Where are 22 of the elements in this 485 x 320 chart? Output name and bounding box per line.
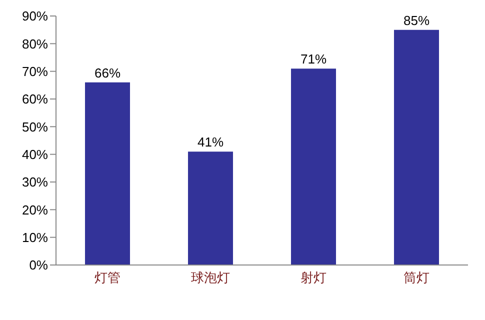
x-tick-label: 筒灯 xyxy=(404,270,430,286)
y-tick-label: 40% xyxy=(22,146,48,162)
bar xyxy=(85,82,130,265)
y-tick-label: 80% xyxy=(22,36,48,52)
bar xyxy=(394,30,439,265)
y-tick-label: 20% xyxy=(22,202,48,218)
data-label: 66% xyxy=(94,65,121,80)
data-label: 85% xyxy=(403,12,430,28)
y-tick-label: 70% xyxy=(22,64,48,79)
y-tick-label: 50% xyxy=(22,119,48,134)
y-tick-label: 30% xyxy=(22,174,48,190)
x-tick-label: 灯管 xyxy=(94,270,120,286)
x-tick-label: 球泡灯 xyxy=(191,270,230,286)
y-tick-label: 10% xyxy=(22,230,48,245)
bar xyxy=(188,152,233,265)
y-tick-label: 0% xyxy=(29,258,48,273)
bar xyxy=(291,68,336,265)
data-label: 71% xyxy=(300,52,327,67)
y-tick-label: 90% xyxy=(22,8,48,24)
y-tick-label: 60% xyxy=(22,92,48,107)
x-tick-label: 射灯 xyxy=(300,270,326,286)
data-label: 41% xyxy=(197,134,224,150)
